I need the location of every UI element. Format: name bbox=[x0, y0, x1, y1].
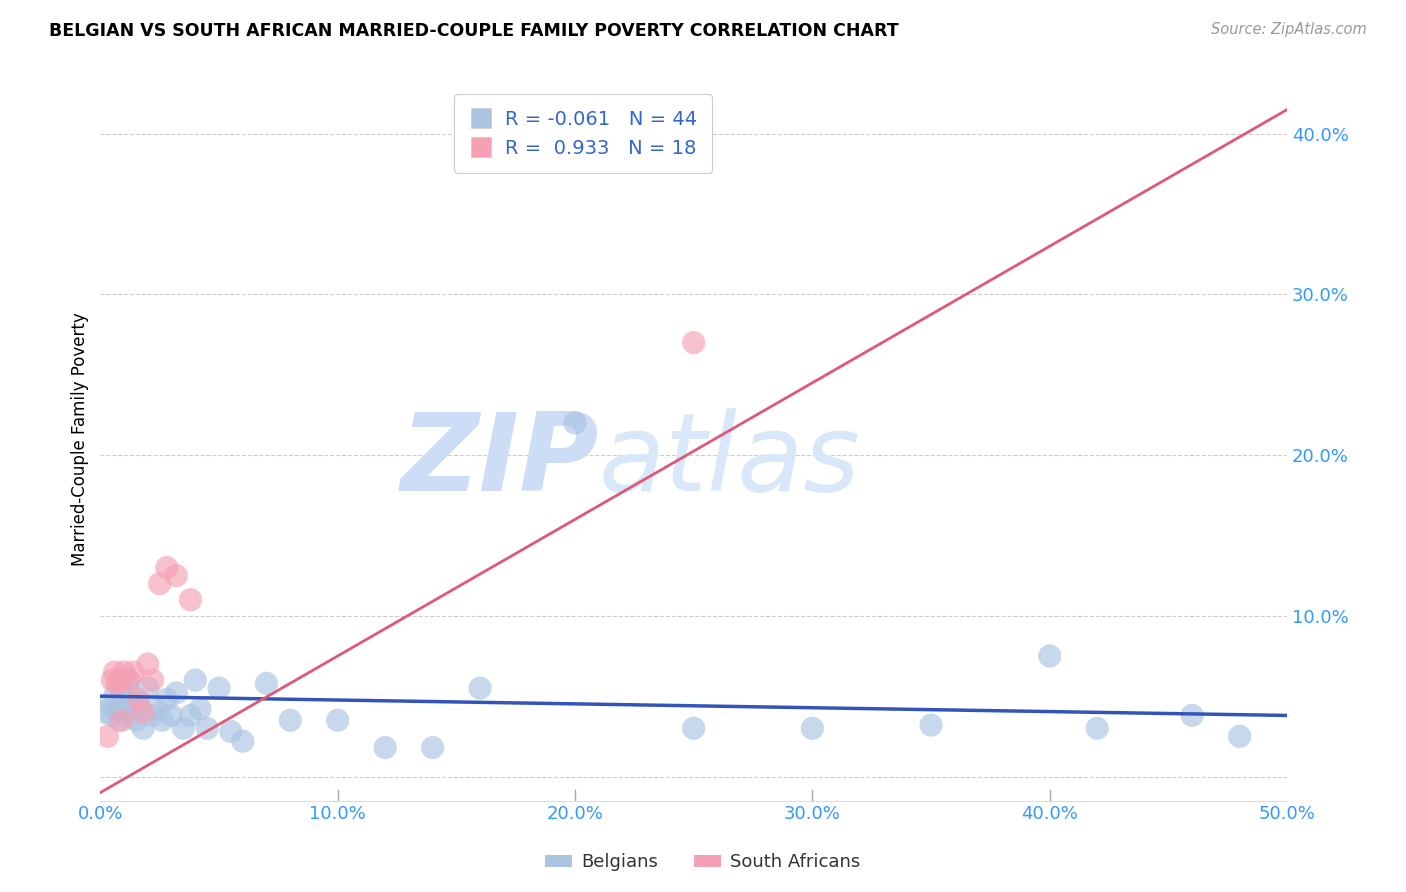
Point bbox=[564, 416, 586, 430]
Point bbox=[165, 568, 187, 582]
Point bbox=[1181, 708, 1204, 723]
Y-axis label: Married-Couple Family Poverty: Married-Couple Family Poverty bbox=[72, 312, 89, 566]
Point bbox=[180, 592, 202, 607]
Point bbox=[232, 734, 254, 748]
Text: Source: ZipAtlas.com: Source: ZipAtlas.com bbox=[1211, 22, 1367, 37]
Point bbox=[160, 708, 183, 723]
Point bbox=[920, 718, 942, 732]
Point bbox=[112, 665, 135, 679]
Point bbox=[1085, 721, 1108, 735]
Point bbox=[468, 681, 491, 695]
Point bbox=[98, 697, 121, 711]
Point bbox=[115, 708, 138, 723]
Point bbox=[184, 673, 207, 687]
Point bbox=[156, 560, 179, 574]
Point bbox=[146, 702, 169, 716]
Point bbox=[1039, 648, 1062, 663]
Point bbox=[374, 740, 396, 755]
Point bbox=[188, 702, 211, 716]
Point bbox=[120, 702, 142, 716]
Point bbox=[105, 676, 128, 690]
Point bbox=[801, 721, 824, 735]
Point bbox=[112, 692, 135, 706]
Text: BELGIAN VS SOUTH AFRICAN MARRIED-COUPLE FAMILY POVERTY CORRELATION CHART: BELGIAN VS SOUTH AFRICAN MARRIED-COUPLE … bbox=[49, 22, 898, 40]
Point bbox=[104, 665, 127, 679]
Point bbox=[278, 713, 301, 727]
Point bbox=[101, 673, 124, 687]
Point bbox=[136, 657, 159, 671]
Point bbox=[136, 681, 159, 695]
Point bbox=[208, 681, 231, 695]
Point bbox=[132, 721, 155, 735]
Point bbox=[122, 665, 145, 679]
Point bbox=[125, 713, 148, 727]
Legend: R = -0.061   N = 44, R =  0.933   N = 18: R = -0.061 N = 44, R = 0.933 N = 18 bbox=[454, 95, 713, 173]
Point bbox=[422, 740, 444, 755]
Point bbox=[149, 576, 172, 591]
Point bbox=[172, 721, 194, 735]
Text: atlas: atlas bbox=[599, 409, 860, 513]
Point bbox=[682, 335, 704, 350]
Text: ZIP: ZIP bbox=[401, 408, 599, 514]
Point bbox=[127, 692, 149, 706]
Point bbox=[118, 673, 141, 687]
Point bbox=[105, 702, 128, 716]
Legend: Belgians, South Africans: Belgians, South Africans bbox=[538, 847, 868, 879]
Point bbox=[108, 713, 131, 727]
Point bbox=[111, 713, 134, 727]
Point bbox=[165, 686, 187, 700]
Point bbox=[104, 689, 127, 703]
Point bbox=[132, 705, 155, 719]
Point bbox=[326, 713, 349, 727]
Point bbox=[256, 676, 278, 690]
Point bbox=[142, 673, 165, 687]
Point bbox=[122, 689, 145, 703]
Point bbox=[111, 681, 134, 695]
Point bbox=[180, 708, 202, 723]
Point bbox=[96, 729, 118, 743]
Point bbox=[118, 673, 141, 687]
Point bbox=[156, 692, 179, 706]
Point bbox=[108, 673, 131, 687]
Point bbox=[142, 708, 165, 723]
Point bbox=[219, 724, 242, 739]
Point bbox=[150, 713, 173, 727]
Point bbox=[127, 697, 149, 711]
Point bbox=[1229, 729, 1251, 743]
Point bbox=[195, 721, 218, 735]
Point bbox=[101, 708, 124, 723]
Point bbox=[94, 705, 117, 719]
Point bbox=[682, 721, 704, 735]
